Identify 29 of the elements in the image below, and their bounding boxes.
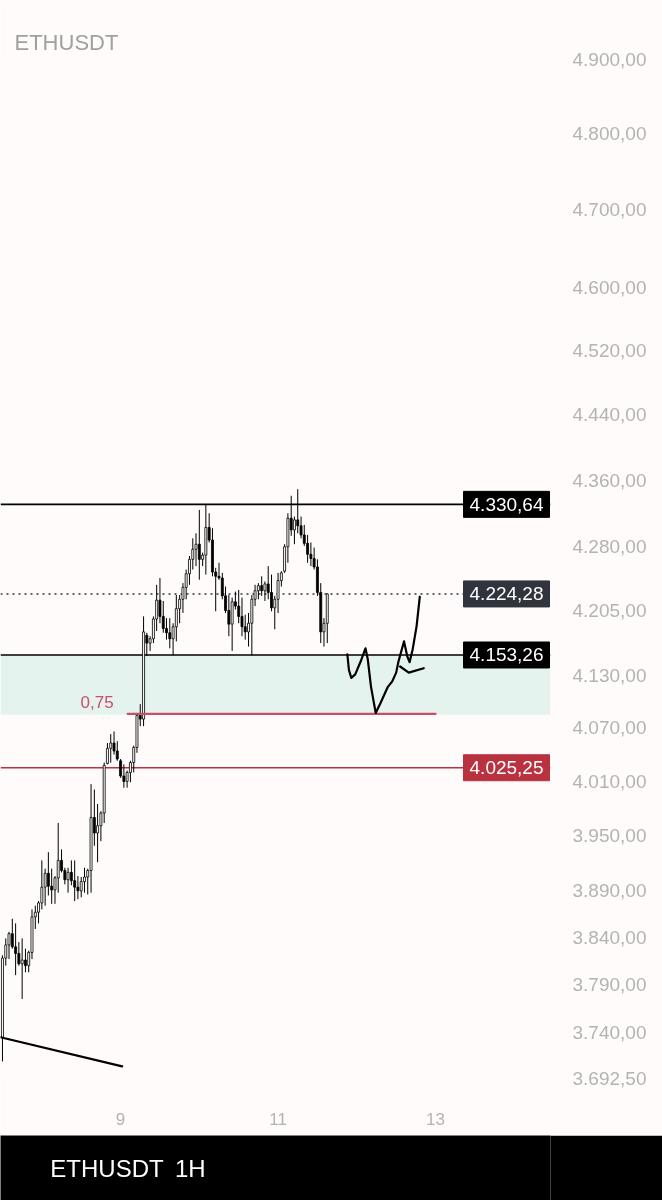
y-tick-label: 4.600,00 xyxy=(572,276,647,298)
y-tick-label: 3.840,00 xyxy=(572,926,647,948)
chart-title: ETHUSDT xyxy=(14,29,119,55)
text: ETHUSDT xyxy=(50,1155,165,1182)
ref-line-label: 4.025,25 xyxy=(469,757,544,779)
x-tick-label: 13 xyxy=(426,1109,446,1129)
x-tick-label: 9 xyxy=(115,1109,126,1129)
y-tick-label: 3.790,00 xyxy=(572,974,647,996)
y-tick-label: 4.280,00 xyxy=(572,536,647,558)
x-tick-label: 11 xyxy=(269,1109,287,1129)
ref-line-label: 4.153,26 xyxy=(469,644,544,666)
y-tick-label: 4.205,00 xyxy=(572,599,647,621)
ref-line-label: 4.330,64 xyxy=(469,493,544,515)
y-tick-label: 4.130,00 xyxy=(572,664,647,686)
y-tick-label: 3.692,50 xyxy=(572,1068,647,1089)
series-label: 0,75 xyxy=(80,692,114,712)
y-tick-label: 4.700,00 xyxy=(572,199,647,221)
y-tick-label: 4.800,00 xyxy=(572,123,647,145)
text: 1H xyxy=(174,1155,206,1182)
y-tick-label: 3.950,00 xyxy=(572,825,647,847)
y-tick-label: 4.360,00 xyxy=(572,469,647,491)
y-tick-label: 3.890,00 xyxy=(572,880,647,902)
y-tick-label: 4.440,00 xyxy=(572,404,647,426)
y-tick-label: 4.070,00 xyxy=(572,717,647,739)
y-tick-label: 3.740,00 xyxy=(572,1021,647,1043)
y-tick-label: 4.010,00 xyxy=(572,770,647,792)
y-tick-label: 4.900,00 xyxy=(572,49,647,70)
ref-line-label: 4.224,28 xyxy=(469,583,544,605)
y-tick-label: 4.520,00 xyxy=(572,339,647,361)
